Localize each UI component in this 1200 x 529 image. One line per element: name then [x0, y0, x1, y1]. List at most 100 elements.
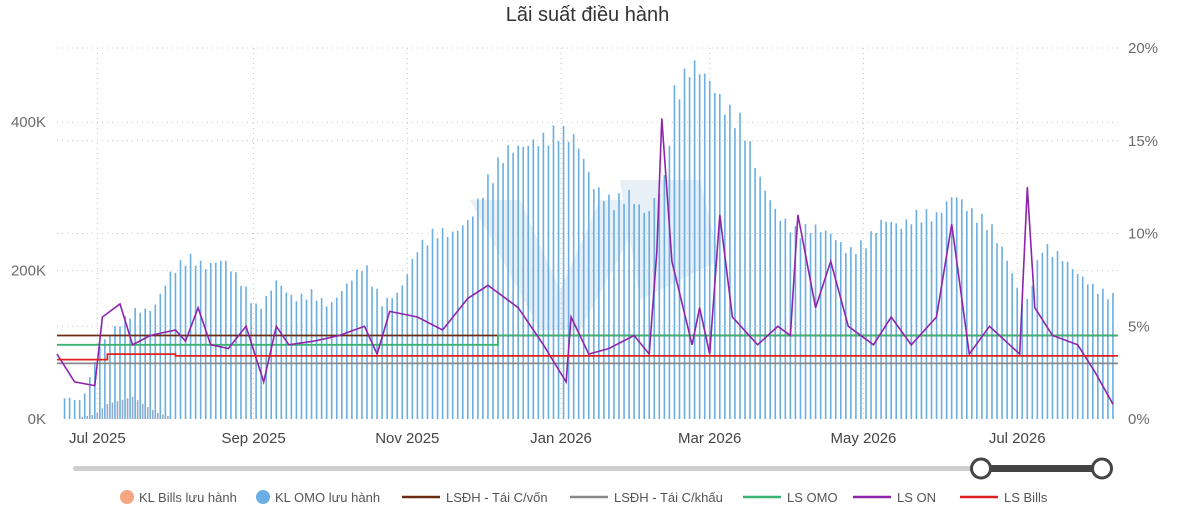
omo-bar	[673, 85, 676, 419]
omo-bar	[194, 265, 197, 419]
omo-bar	[633, 204, 635, 419]
x-axis-ticks: Jul 2025 Sep 2025 Nov 2025 Jan 2026 Mar 2026…	[69, 430, 1046, 447]
slider-selected-range[interactable]	[981, 465, 1102, 472]
omo-bar	[582, 158, 585, 420]
omo-bar	[996, 243, 998, 419]
omo-bar	[1081, 276, 1084, 419]
y-left-tick-label: 0K	[28, 411, 46, 428]
slider-track[interactable]	[73, 466, 1103, 471]
omo-bar	[99, 346, 101, 419]
omo-bar	[290, 294, 293, 419]
omo-bar	[950, 197, 953, 419]
omo-bar	[971, 208, 973, 419]
omo-bar	[209, 263, 212, 419]
omo-bar	[1026, 299, 1029, 419]
x-tick-label: Sep 2025	[221, 430, 285, 447]
legend-item[interactable]: LS Bills	[960, 490, 1048, 505]
omo-bar	[109, 335, 111, 419]
omo-bar	[729, 104, 731, 419]
omo-bar	[174, 272, 177, 419]
omo-bar	[829, 233, 832, 419]
bills-bar	[106, 404, 109, 419]
bills-bar	[111, 402, 114, 419]
omo-bar	[920, 222, 923, 419]
omo-bar	[502, 163, 504, 419]
omo-bar	[451, 231, 454, 419]
omo-bar	[860, 240, 862, 419]
omo-bar	[567, 141, 570, 419]
omo-bar	[94, 361, 96, 419]
omo-bar	[744, 140, 746, 420]
omo-bar	[371, 286, 373, 419]
omo-bar	[930, 221, 933, 419]
legend-label: KL Bills lưu hành	[139, 490, 237, 505]
omo-bar	[784, 218, 787, 419]
line-ls-bills	[57, 353, 1118, 361]
omo-bar	[1051, 257, 1054, 419]
omo-bar	[88, 377, 91, 419]
omo-bar	[769, 200, 772, 419]
omo-bar	[240, 286, 242, 419]
omo-bar	[754, 167, 756, 419]
omo-bar	[895, 223, 898, 419]
omo-bar	[461, 225, 464, 419]
omo-bar	[305, 299, 308, 419]
omo-bar	[814, 224, 817, 419]
omo-bar	[1021, 304, 1024, 419]
legend-item[interactable]: LS OMO	[743, 490, 838, 505]
legend-item[interactable]: LSĐH - Tái C/vốn	[402, 490, 548, 505]
omo-bar	[759, 176, 761, 419]
omo-bar	[179, 260, 182, 419]
slider-handle-right[interactable]	[1091, 457, 1113, 480]
omo-bar	[436, 238, 439, 419]
omo-bar	[955, 197, 958, 419]
omo-bar	[603, 201, 605, 419]
slider-handle-left[interactable]	[970, 457, 992, 480]
omo-bar	[255, 303, 257, 419]
legend-label: LS ON	[897, 490, 936, 505]
omo-bar	[1006, 260, 1008, 419]
rate-lines	[56, 118, 1118, 405]
omo-bar	[875, 233, 877, 419]
omo-bar	[799, 238, 802, 419]
line-ls-on	[56, 118, 1114, 405]
omo-bar	[1036, 260, 1039, 419]
omo-bar	[441, 228, 444, 419]
omo-bar	[981, 213, 983, 419]
omo-bar	[542, 132, 545, 419]
omo-bar	[456, 230, 459, 419]
legend-item[interactable]: KL Bills lưu hành	[120, 490, 237, 505]
omo-bar	[497, 157, 499, 419]
omo-bar	[945, 201, 948, 419]
omo-bar	[986, 230, 988, 419]
omo-bar	[330, 302, 333, 419]
omo-bar	[406, 274, 409, 419]
bills-bar	[167, 416, 169, 419]
bills-bar	[101, 408, 104, 419]
omo-bar	[648, 211, 651, 419]
legend-item[interactable]: KL OMO lưu hành	[256, 490, 380, 505]
legend-label: LSĐH - Tái C/khấu	[614, 490, 723, 505]
omo-bar	[764, 190, 766, 419]
omo-bar	[1102, 288, 1104, 419]
legend-marker	[120, 490, 134, 504]
omo-bar	[280, 285, 283, 419]
legend-label: LS OMO	[787, 490, 838, 505]
omo-bar	[199, 260, 202, 419]
omo-bar	[275, 280, 278, 419]
omo-bar	[154, 304, 157, 419]
omo-bar	[1031, 285, 1034, 419]
omo-bar	[562, 125, 565, 419]
omo-bar	[809, 232, 812, 419]
legend-item[interactable]: LSĐH - Tái C/khấu	[570, 490, 723, 505]
legend-item[interactable]: LS ON	[853, 490, 936, 505]
omo-bar	[910, 224, 913, 419]
range-slider[interactable]	[73, 457, 1113, 480]
omo-bar	[572, 134, 575, 419]
bills-bar	[131, 396, 134, 419]
omo-bar	[366, 265, 368, 419]
omo-bar	[431, 228, 434, 419]
omo-bar	[678, 99, 681, 420]
omo-bar	[351, 280, 353, 419]
omo-bar	[477, 198, 479, 419]
